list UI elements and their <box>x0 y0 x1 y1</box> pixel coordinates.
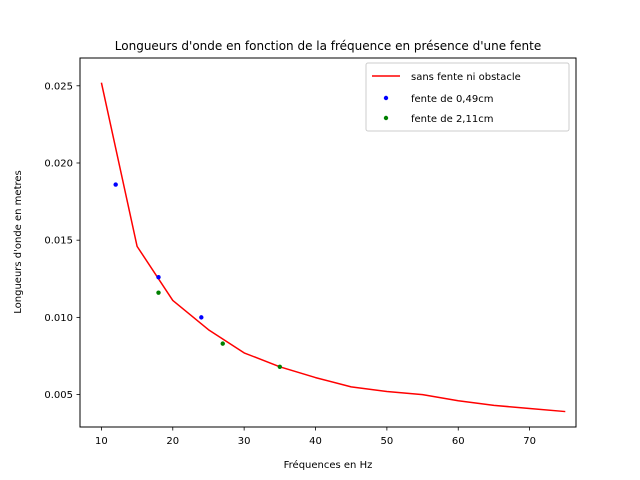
legend-box <box>365 62 570 132</box>
x-tick-label: 60 <box>452 436 465 447</box>
y-tick-label: 0.010 <box>44 313 73 324</box>
data-point <box>156 290 161 295</box>
x-tick-label: 10 <box>95 436 108 447</box>
x-tick-label: 50 <box>381 436 394 447</box>
plot-frame <box>79 57 577 428</box>
data-point <box>220 341 225 346</box>
y-axis-ticks: 0.005 0.010 0.015 0.020 0.025 <box>44 81 80 401</box>
data-point <box>113 182 118 187</box>
x-axis-ticks: 10 20 30 40 50 60 70 <box>95 427 536 447</box>
x-tick-label: 40 <box>309 436 322 447</box>
plot-series <box>100 82 566 413</box>
data-point <box>156 275 161 280</box>
x-tick-label: 30 <box>238 436 251 447</box>
legend: sans fente ni obstacle fente de 0,49cm f… <box>365 62 570 132</box>
data-point <box>277 364 283 369</box>
legend-label-sans-fente: sans fente ni obstacle <box>411 72 521 83</box>
x-axis-label: Fréquences en Hz <box>284 459 373 471</box>
chart-title: Longueurs d'onde en fonction de la fréqu… <box>115 39 541 53</box>
legend-label-fente-211: fente de 2,11cm <box>411 114 493 125</box>
x-tick-label: 20 <box>166 436 179 447</box>
legend-marker-blue <box>383 95 389 101</box>
y-tick-label: 0.025 <box>44 81 73 92</box>
y-axis-label: Longueurs d'onde en metres <box>13 170 24 314</box>
data-point <box>199 315 204 320</box>
x-tick-label: 70 <box>523 436 536 447</box>
y-tick-label: 0.005 <box>44 390 73 401</box>
y-tick-label: 0.015 <box>44 236 73 247</box>
legend-label-fente-049: fente de 0,49cm <box>411 94 493 105</box>
legend-marker-green <box>383 115 389 121</box>
y-tick-label: 0.020 <box>44 158 73 169</box>
series-line <box>100 82 566 413</box>
